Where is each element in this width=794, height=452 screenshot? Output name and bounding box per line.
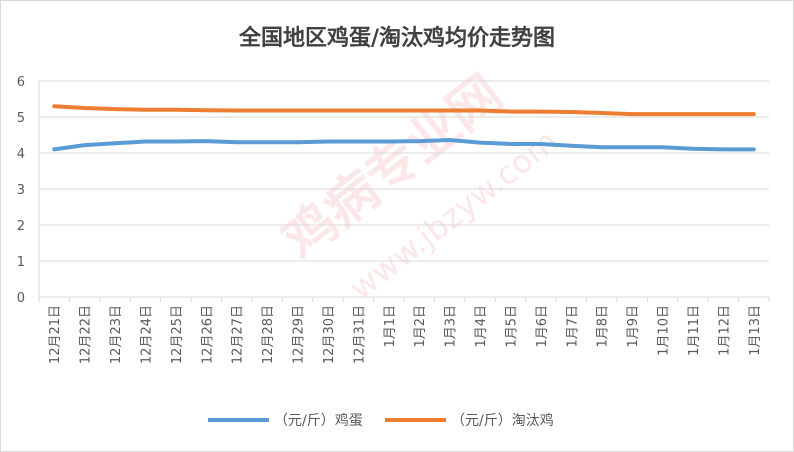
y-tick-label: 3 <box>17 183 25 198</box>
gridlines <box>39 80 769 262</box>
x-tick-label: 1月1日 <box>383 305 398 348</box>
x-tick-label: 12月26日 <box>200 305 215 364</box>
y-tick-label: 0 <box>17 291 25 306</box>
x-tick-label: 12月22日 <box>79 305 94 364</box>
x-tick-label: 12月23日 <box>109 305 124 364</box>
x-tick-label: 12月30日 <box>322 305 337 364</box>
x-tick-label: 12月28日 <box>261 305 276 364</box>
x-tick-label: 12月21日 <box>48 305 63 364</box>
legend: （元/斤）鸡蛋 （元/斤）淘汰鸡 <box>208 412 554 429</box>
x-tick-label: 1月12日 <box>717 305 732 356</box>
x-tick-label: 1月4日 <box>474 305 489 348</box>
axes <box>38 81 770 302</box>
x-tick-label: 1月13日 <box>748 305 763 356</box>
x-tick-label: 12月29日 <box>292 305 307 364</box>
y-tick-label: 1 <box>17 255 25 270</box>
x-axis-ticks: 12月21日 12月22日 12月23日 12月24日 12月25日 12月26日 12月2… <box>48 305 763 364</box>
chart-title: 全国地区鸡蛋/淘汰鸡均价走势图 <box>238 25 555 51</box>
x-tick-label: 12月27日 <box>231 305 246 364</box>
legend-label-hen: （元/斤）淘汰鸡 <box>451 412 554 429</box>
x-tick-label: 1月6日 <box>535 305 550 348</box>
y-tick-label: 5 <box>17 111 25 126</box>
x-tick-label: 12月24日 <box>139 305 154 364</box>
x-tick-label: 1月2日 <box>413 305 428 348</box>
series-lines <box>52 104 756 152</box>
x-tick-label: 1月11日 <box>687 305 702 356</box>
x-tick-label: 1月9日 <box>626 305 641 348</box>
x-tick-label: 12月25日 <box>170 305 185 364</box>
x-tick-label: 12月31日 <box>352 305 367 364</box>
y-axis-ticks: 0 1 2 3 4 5 6 <box>17 75 25 306</box>
series-line-hen <box>52 104 756 117</box>
x-tick-label: 1月8日 <box>596 305 611 348</box>
y-tick-label: 6 <box>17 75 25 90</box>
watermark: 鸡病专业网 www.jbzyw.com <box>272 64 565 307</box>
x-tick-label: 1月3日 <box>444 305 459 348</box>
x-tick-label: 1月7日 <box>565 305 580 348</box>
series-line-egg <box>52 138 756 152</box>
x-tick-label: 1月10日 <box>657 305 672 356</box>
y-tick-label: 2 <box>17 219 25 234</box>
x-tick-label: 1月5日 <box>504 305 519 348</box>
legend-label-egg: （元/斤）鸡蛋 <box>274 412 363 429</box>
y-tick-label: 4 <box>17 147 25 162</box>
